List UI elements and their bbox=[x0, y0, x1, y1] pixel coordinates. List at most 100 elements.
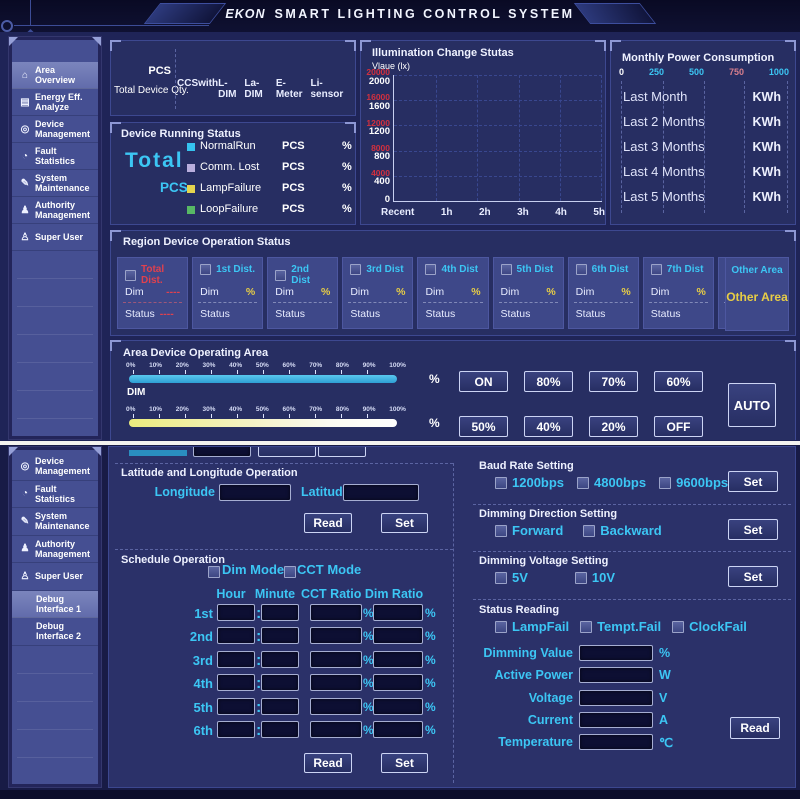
checkbox[interactable] bbox=[583, 524, 596, 537]
cct-ratio-input[interactable] bbox=[310, 674, 362, 692]
dim-ratio-input[interactable] bbox=[373, 627, 423, 645]
sidebar-item[interactable]: ◔ Fault Statistics bbox=[12, 481, 98, 508]
sidebar-item[interactable]: ⌂ Area Overview bbox=[12, 62, 98, 89]
clipped-previous-section bbox=[109, 447, 795, 459]
status-field-input[interactable] bbox=[579, 711, 653, 728]
dim-ratio-input[interactable] bbox=[373, 720, 423, 738]
schedule-read-button[interactable]: Read bbox=[304, 753, 352, 773]
sidebar-item[interactable]: ♟ Authority Management bbox=[12, 536, 98, 563]
region-checkbox[interactable] bbox=[650, 264, 662, 275]
dim-preset-button[interactable]: ON bbox=[459, 371, 508, 392]
minute-input[interactable] bbox=[261, 650, 299, 668]
voltage-set-button[interactable]: Set bbox=[728, 566, 778, 587]
checkbox[interactable] bbox=[577, 476, 590, 489]
app-title-text: SMART LIGHTING CONTROL SYSTEM bbox=[274, 7, 575, 21]
status-flag[interactable]: LampFail bbox=[495, 619, 569, 634]
dim-preset-button[interactable]: OFF bbox=[654, 416, 703, 437]
sidebar-item[interactable]: ✎ System Maintenance bbox=[12, 170, 98, 197]
power-rows: Last Month KWh Last 2 Months KWh Last 3 … bbox=[611, 86, 795, 211]
longitude-input[interactable] bbox=[219, 484, 291, 501]
checkbox[interactable] bbox=[495, 476, 507, 489]
region-checkbox[interactable] bbox=[125, 269, 136, 281]
cct-ratio-input[interactable] bbox=[310, 627, 362, 645]
dim-preset-button[interactable]: 70% bbox=[589, 371, 638, 392]
dim-preset-button[interactable]: 40% bbox=[524, 416, 573, 437]
minute-input[interactable] bbox=[261, 674, 299, 692]
latitude-input[interactable] bbox=[343, 484, 419, 501]
dim-preset-button[interactable]: 80% bbox=[524, 371, 573, 392]
region-checkbox[interactable] bbox=[350, 264, 362, 275]
checkbox[interactable] bbox=[580, 620, 593, 633]
baud-option[interactable]: 1200bps bbox=[495, 475, 564, 490]
hour-input[interactable] bbox=[217, 604, 255, 621]
hour-input[interactable] bbox=[217, 697, 255, 715]
region-checkbox[interactable] bbox=[200, 264, 212, 275]
checkbox[interactable] bbox=[659, 476, 672, 489]
minute-input[interactable] bbox=[261, 604, 299, 621]
region-checkbox[interactable] bbox=[575, 264, 587, 275]
dim-ratio-input[interactable] bbox=[373, 674, 423, 692]
sidebar-item[interactable]: ♙ Super User bbox=[12, 563, 98, 591]
direction-option[interactable]: Backward bbox=[583, 523, 662, 538]
checkbox[interactable] bbox=[495, 571, 507, 584]
direction-option[interactable]: Forward bbox=[495, 523, 563, 538]
y-axis-label-inner: 2000 bbox=[368, 76, 390, 87]
hour-input[interactable] bbox=[217, 627, 255, 645]
sidebar-item[interactable]: ♙ Super User bbox=[12, 224, 98, 251]
voltage-option[interactable]: 10V bbox=[574, 570, 615, 585]
dim-preset-button[interactable]: 50% bbox=[459, 416, 508, 437]
cct-ratio-input[interactable] bbox=[310, 604, 362, 621]
checkbox[interactable] bbox=[495, 524, 507, 537]
status-field-input[interactable] bbox=[579, 734, 653, 751]
dim-mode-checkbox[interactable] bbox=[208, 566, 220, 578]
checkbox[interactable] bbox=[495, 620, 507, 633]
minute-input[interactable] bbox=[261, 720, 299, 738]
hour-input[interactable] bbox=[217, 720, 255, 738]
cct-ratio-input[interactable] bbox=[310, 720, 362, 738]
latlong-read-button[interactable]: Read bbox=[304, 513, 352, 533]
sidebar-item[interactable]: ✎ System Maintenance bbox=[12, 508, 98, 536]
minute-input[interactable] bbox=[261, 697, 299, 715]
cct-slider-track[interactable] bbox=[129, 414, 397, 427]
voltage-option[interactable]: 5V bbox=[495, 570, 528, 585]
auto-button[interactable]: AUTO bbox=[728, 383, 776, 427]
dim-preset-button[interactable]: 60% bbox=[654, 371, 703, 392]
dim-preset-button[interactable]: 20% bbox=[589, 416, 638, 437]
hour-input[interactable] bbox=[217, 674, 255, 692]
baud-option[interactable]: 4800bps bbox=[577, 475, 646, 490]
other-area-card[interactable]: Other Area Other Area bbox=[725, 257, 789, 331]
checkbox[interactable] bbox=[672, 620, 685, 633]
sidebar-item[interactable]: ◎ Device Management bbox=[12, 453, 98, 481]
status-field-input[interactable] bbox=[579, 645, 653, 661]
status-field-input[interactable] bbox=[579, 667, 653, 684]
sidebar-item[interactable]: Debug Interface 1 bbox=[12, 590, 98, 618]
cct-ratio-input[interactable] bbox=[310, 697, 362, 715]
dim-value: % bbox=[546, 286, 556, 298]
baud-set-button[interactable]: Set bbox=[728, 471, 778, 492]
latlong-set-button[interactable]: Set bbox=[381, 513, 428, 533]
region-checkbox[interactable] bbox=[425, 264, 437, 275]
cct-ratio-input[interactable] bbox=[310, 650, 362, 668]
status-read-button[interactable]: Read bbox=[730, 717, 780, 739]
region-checkbox[interactable] bbox=[500, 264, 512, 275]
sidebar-item[interactable]: ◎ Device Management bbox=[12, 116, 98, 143]
status-field-input[interactable] bbox=[579, 689, 653, 706]
dim-ratio-input[interactable] bbox=[373, 604, 423, 621]
sidebar-item[interactable]: Debug Interface 2 bbox=[12, 618, 98, 646]
status-flag[interactable]: ClockFail bbox=[672, 619, 747, 634]
hour-input[interactable] bbox=[217, 650, 255, 668]
direction-set-button[interactable]: Set bbox=[728, 519, 778, 540]
sidebar-item[interactable]: ▤ Energy Eff. Analyze bbox=[12, 89, 98, 116]
dim-ratio-input[interactable] bbox=[373, 697, 423, 715]
cct-mode-checkbox[interactable] bbox=[284, 566, 296, 578]
dim-slider-track[interactable] bbox=[129, 370, 397, 383]
baud-option[interactable]: 9600bps bbox=[659, 475, 728, 490]
checkbox[interactable] bbox=[574, 571, 587, 584]
minute-input[interactable] bbox=[261, 627, 299, 645]
status-flag[interactable]: Tempt.Fail bbox=[580, 619, 661, 634]
sidebar-item[interactable]: ◔ Fault Statistics bbox=[12, 143, 98, 170]
dim-ratio-input[interactable] bbox=[373, 650, 423, 668]
region-checkbox[interactable] bbox=[275, 269, 287, 281]
schedule-set-button[interactable]: Set bbox=[381, 753, 428, 773]
sidebar-item[interactable]: ♟ Authority Management bbox=[12, 197, 98, 224]
